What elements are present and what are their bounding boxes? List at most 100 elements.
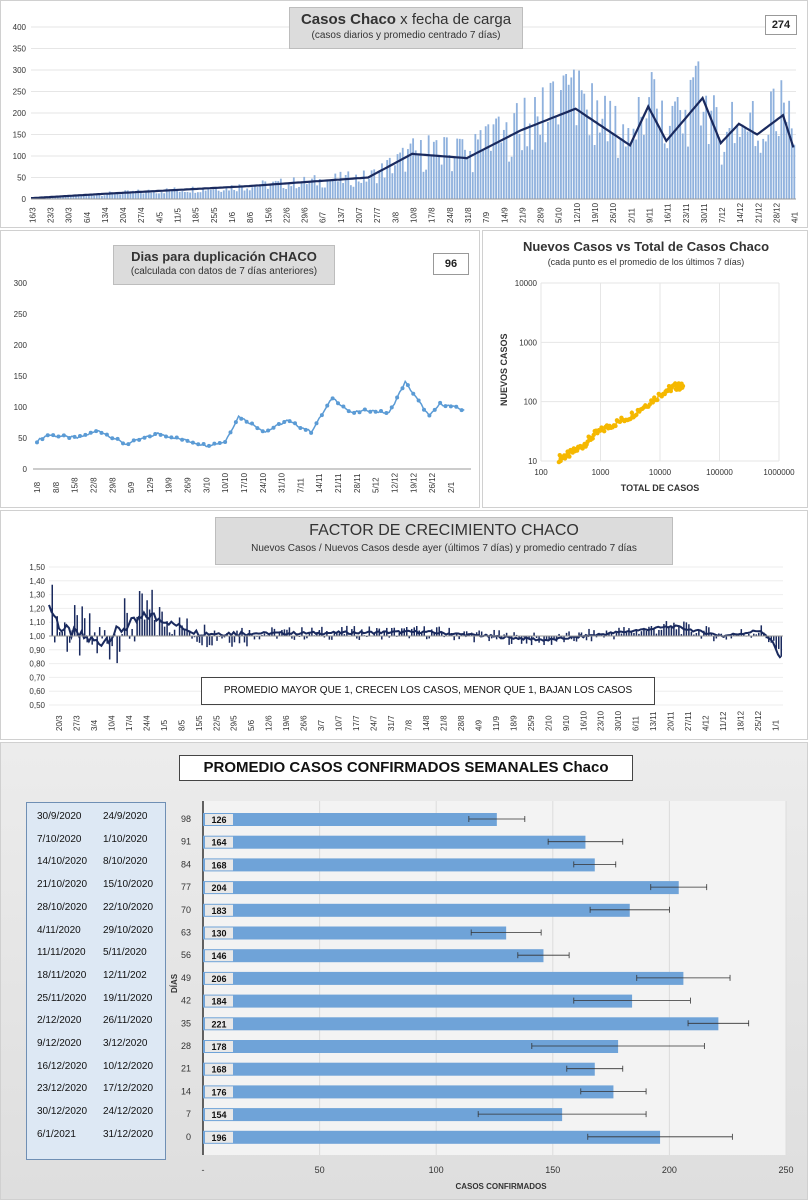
daily-bar — [412, 138, 415, 199]
factor-bar — [653, 628, 655, 637]
doubling-point — [250, 421, 254, 426]
x-tick-label: 28/8 — [457, 715, 466, 731]
daily-bar — [793, 144, 796, 199]
x-tick-label: 30/10 — [614, 710, 623, 731]
daily-bar — [497, 116, 500, 199]
daily-cases-subtitle: (casos diarios y promedio centrado 7 día… — [311, 30, 501, 41]
daily-bar — [622, 124, 625, 199]
x-tick-label: 18/5 — [192, 207, 201, 223]
x-tick-label: 31/8 — [464, 207, 473, 223]
weekly-bar — [203, 813, 497, 826]
doubling-point — [282, 419, 287, 424]
week-start-date: 31/12/2020 — [103, 1128, 154, 1140]
daily-bar — [585, 109, 588, 199]
week-end-date: 18/11/2020 — [37, 969, 87, 981]
weekly-bar — [203, 1040, 619, 1053]
daily-bar — [93, 195, 96, 199]
factor-bar — [51, 584, 53, 637]
daily-bar — [292, 177, 295, 199]
daily-bar — [209, 189, 212, 199]
daily-bar — [783, 102, 785, 199]
factor-bar — [580, 632, 583, 637]
x-tick-label: 21/9 — [518, 207, 527, 223]
x-tick-label: 8/8 — [52, 481, 61, 493]
y-tick-label: 0,60 — [29, 687, 45, 696]
factor-bar — [675, 629, 678, 637]
factor-bar — [126, 612, 128, 637]
week-start-date: 17/12/2020 — [103, 1083, 154, 1095]
daily-bar — [388, 157, 391, 199]
factor-bar — [750, 636, 753, 638]
new-vs-total-panel: 10 100 1000 10000 100 1000 10000 100000 1000000 N… — [482, 230, 808, 508]
x-tick-label: 50 — [315, 1165, 325, 1175]
factor-bar — [328, 636, 331, 640]
daily-bar — [357, 181, 360, 199]
daily-bar — [370, 170, 373, 199]
daily-bar — [451, 171, 453, 199]
daily-bar — [313, 175, 316, 199]
factor-bar — [358, 636, 361, 640]
weekly-bar — [203, 1085, 614, 1099]
x-tick-label: 5/10 — [555, 207, 564, 223]
doubling-point — [45, 433, 50, 438]
daily-bar — [228, 190, 230, 199]
value-label-bg — [205, 972, 233, 984]
y-tick-label: 1,50 — [29, 563, 45, 572]
factor-bar — [98, 627, 101, 637]
doubling-point — [233, 420, 238, 425]
doubling-point — [110, 436, 115, 441]
daily-bar — [482, 150, 485, 199]
weekly-value-label: 196 — [211, 1133, 226, 1143]
daily-bar — [261, 180, 264, 199]
daily-bar — [235, 191, 238, 199]
weekly-average-title: PROMEDIO CASOS CONFIRMADOS SEMANALES Cha… — [179, 755, 633, 781]
scatter-point — [591, 432, 596, 438]
factor-bar — [660, 629, 663, 637]
daily-bar — [549, 82, 552, 199]
weekly-value-label: 184 — [211, 997, 226, 1007]
factor-bar — [131, 628, 133, 637]
daily-bar — [526, 146, 529, 199]
factor-bar — [153, 619, 156, 637]
factor-bar — [510, 636, 513, 644]
weekly-value-label: 126 — [211, 815, 226, 825]
factor-bar — [231, 636, 233, 647]
daily-bar — [168, 190, 171, 199]
daily-bar — [692, 77, 695, 199]
y-tick-label: 300 — [14, 279, 28, 288]
x-tick-label: 25/5 — [210, 207, 219, 223]
daily-bar — [469, 150, 472, 199]
doubling-point — [174, 435, 179, 440]
doubling-point — [384, 410, 389, 415]
daily-bar — [757, 140, 759, 199]
daily-bar — [461, 139, 464, 199]
value-label-bg — [205, 814, 233, 825]
x-tick-label: 19/9 — [165, 477, 174, 493]
daily-bar — [440, 164, 443, 199]
daily-bar — [233, 189, 236, 199]
factor-bar — [708, 627, 710, 637]
doubling-point — [67, 435, 72, 440]
daily-bar — [733, 143, 736, 199]
doubling-point — [362, 407, 367, 412]
factor-bar — [91, 636, 93, 645]
factor-bar — [238, 636, 241, 644]
daily-bar — [443, 137, 446, 199]
daily-bar — [534, 97, 536, 199]
doubling-point — [137, 437, 142, 442]
days-label: 56 — [181, 950, 191, 960]
factor-bar — [388, 636, 391, 638]
x-tick-label: 20/3 — [55, 715, 64, 731]
daily-bar — [194, 192, 197, 199]
weekly-bar — [203, 1108, 563, 1122]
factor-bar — [193, 636, 196, 638]
factor-bar — [695, 633, 698, 637]
daily-bar — [145, 190, 147, 199]
daily-bar — [557, 124, 560, 199]
x-tick-label: 250 — [778, 1165, 793, 1175]
factor-bar — [78, 636, 81, 656]
daily-bar — [689, 79, 692, 199]
daily-bar — [220, 191, 223, 199]
x-tick-label: 17/8 — [428, 207, 437, 223]
week-start-date: 12/11/202 — [103, 969, 147, 981]
